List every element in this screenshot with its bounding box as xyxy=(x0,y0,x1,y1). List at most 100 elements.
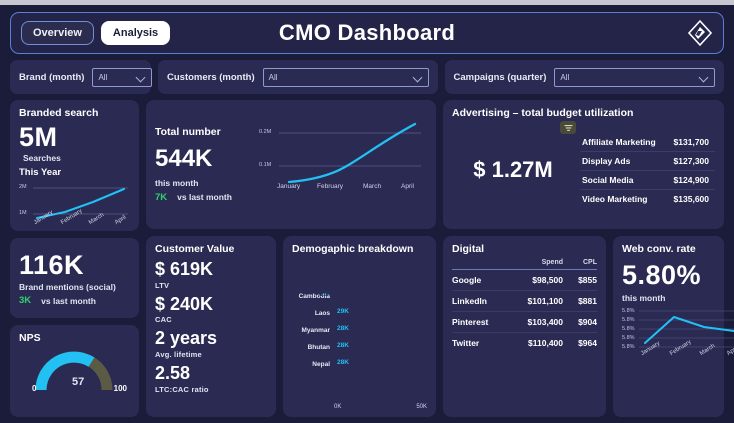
digital-row-name: Google xyxy=(452,274,482,285)
bar-track: 29K xyxy=(334,308,427,318)
demo-xtick-0k: 0K xyxy=(334,404,342,410)
tab-analysis-label: Analysis xyxy=(112,27,159,39)
filter-brand-value: All xyxy=(98,72,108,82)
digital-title: Digital xyxy=(452,242,485,255)
card-advertising-budget: Advertising – total budget utilization $… xyxy=(443,100,724,229)
filter-customers-month: Customers (month) All xyxy=(158,60,438,94)
digital-row-spend: $101,100 xyxy=(527,295,563,306)
customer-value-cac-label: CAC xyxy=(155,315,172,325)
advertising-row-value: $124,900 xyxy=(673,174,709,185)
total-number-title: Total number xyxy=(155,126,221,139)
right-lower-row: Digital Spend CPL Google $98,500 $855 Li… xyxy=(443,235,734,417)
total-xlabel-feb: February xyxy=(317,183,344,190)
card-branded-search: Branded search 5M Searches This Year 2M … xyxy=(10,100,139,232)
filter-campaigns-select[interactable]: All xyxy=(554,67,715,87)
middle-lower-row: Customer Value $ 619K LTV $ 240K CAC 2 y… xyxy=(146,235,436,417)
table-row: Social Media $124,900 xyxy=(580,169,715,189)
digital-row-spend: $110,400 xyxy=(528,337,563,348)
filter-brand-month: Brand (month) All xyxy=(10,60,153,94)
customer-value-ltv-label: LTV xyxy=(155,280,170,290)
tab-overview[interactable]: Overview xyxy=(21,21,94,45)
web-ytick-2: 5.8% xyxy=(622,326,635,333)
brand-mentions-delta-label: vs last month xyxy=(41,295,96,306)
filter-campaigns-quarter: Campaigns (quarter) All xyxy=(444,60,724,94)
digital-col-cpl: CPL xyxy=(583,258,597,266)
filter-brand-label: Brand (month) xyxy=(19,71,85,83)
digital-row-name: LinkedIn xyxy=(452,295,487,306)
branded-search-value-label: Searches xyxy=(23,153,61,164)
dashboard-body: Branded search 5M Searches This Year 2M … xyxy=(10,100,734,417)
bar-row: Cambodia 51K xyxy=(292,291,427,302)
column-middle: Total number 544K this month 7K vs last … xyxy=(146,100,436,417)
total-number-chart: 0.2M 0.1M January February March April xyxy=(253,107,427,222)
bar-label-myanmar: Myanmar xyxy=(301,326,330,334)
bar-label-bhutan: Bhutan xyxy=(307,343,330,351)
digital-row-name: Pinterest xyxy=(452,316,489,327)
bar-row: Myanmar 28K xyxy=(292,325,427,336)
table-row: Display Ads $127,300 xyxy=(580,150,715,170)
total-ytick-01m: 0.1M xyxy=(259,162,272,168)
total-xlabel-mar: March xyxy=(363,183,382,190)
filter-brand-select[interactable]: All xyxy=(92,67,153,87)
branded-search-value: 5M xyxy=(19,122,58,152)
advertising-row-name: Affiliate Marketing xyxy=(582,136,656,147)
bar-value-nepal: 28K xyxy=(337,358,349,366)
branded-ytick-2m: 2M xyxy=(19,184,27,191)
bar-track: 28K xyxy=(334,325,427,335)
total-xlabel-jan: January xyxy=(277,183,301,190)
card-brand-mentions: 116K Brand mentions (social) 3K vs last … xyxy=(10,238,139,319)
column-left: Branded search 5M Searches This Year 2M … xyxy=(10,100,139,417)
advertising-row-name: Social Media xyxy=(582,174,634,185)
advertising-total: $ 1.27M xyxy=(473,157,553,183)
branded-search-chart: 2M 1M January February March April xyxy=(19,181,130,226)
card-web-conversion: Web conv. rate 5.80% this month 5.8% xyxy=(613,235,734,417)
table-row: Twitter $110,400 $964 xyxy=(452,333,597,353)
filter-customers-select[interactable]: All xyxy=(262,67,429,87)
nps-gauge: 57 0 100 xyxy=(19,346,130,402)
digital-col-spend: Spend xyxy=(541,258,563,266)
bar-value-cambodia: 51K xyxy=(319,290,331,298)
filter-campaigns-value: All xyxy=(560,72,570,82)
tab-overview-label: Overview xyxy=(33,27,82,39)
advertising-row-name: Display Ads xyxy=(582,155,631,166)
table-row: Video Marketing $135,600 xyxy=(580,188,715,208)
advertising-row-value: $131,700 xyxy=(673,136,709,147)
digital-row-spend: $98,500 xyxy=(532,274,563,285)
digital-row-cpl: $855 xyxy=(578,274,597,285)
digital-row-cpl: $904 xyxy=(578,316,597,327)
tab-analysis[interactable]: Analysis xyxy=(100,21,171,45)
dashboard-header: Overview Analysis CMO Dashboard xyxy=(10,12,724,54)
web-conv-title: Web conv. rate xyxy=(622,242,696,255)
branded-search-chart-label: This Year xyxy=(19,167,62,179)
demographic-bars: Cambodia 51K Laos 29K xyxy=(292,255,427,402)
advertising-list: Affiliate Marketing $131,700 Display Ads… xyxy=(580,133,715,208)
nps-max-label: 100 xyxy=(113,384,127,394)
filter-bar: Brand (month) All Customers (month) All … xyxy=(10,60,724,94)
customer-value-cac: $ 240K xyxy=(155,293,214,314)
filter-icon[interactable] xyxy=(560,121,576,134)
bar-row: Laos 29K xyxy=(292,308,427,319)
page-title: CMO Dashboard xyxy=(278,20,456,45)
brand-mentions-delta: 3K xyxy=(19,295,32,307)
total-number-delta: 7K xyxy=(155,191,168,203)
digital-row-cpl: $881 xyxy=(578,295,597,306)
brand-mentions-label: Brand mentions (social) xyxy=(19,282,116,293)
branded-search-title: Branded search xyxy=(19,107,99,119)
card-digital: Digital Spend CPL Google $98,500 $855 Li… xyxy=(443,235,606,417)
digital-row-name: Twitter xyxy=(452,337,480,348)
total-xlabel-apr: April xyxy=(401,183,415,190)
branded-ytick-1m: 1M xyxy=(19,210,27,217)
bar-label-nepal: Nepal xyxy=(312,360,330,368)
digital-table-header: Spend CPL xyxy=(452,255,597,270)
window-top-strip xyxy=(0,0,734,5)
card-customer-value: Customer Value $ 619K LTV $ 240K CAC 2 y… xyxy=(146,235,276,417)
diamond-logo-icon xyxy=(687,19,713,47)
customer-value-title: Customer Value xyxy=(155,242,235,255)
web-ytick-0: 5.8% xyxy=(622,344,635,351)
total-number-value: 544K xyxy=(155,145,213,173)
total-ytick-02m: 0.2M xyxy=(259,129,272,135)
bar-label-laos: Laos xyxy=(314,309,330,317)
card-demographic-breakdown: Demogaphic breakdown Cambodia 51K Laos xyxy=(283,235,436,417)
digital-row-cpl: $964 xyxy=(578,337,597,348)
bar-value-bhutan: 28K xyxy=(337,341,349,349)
